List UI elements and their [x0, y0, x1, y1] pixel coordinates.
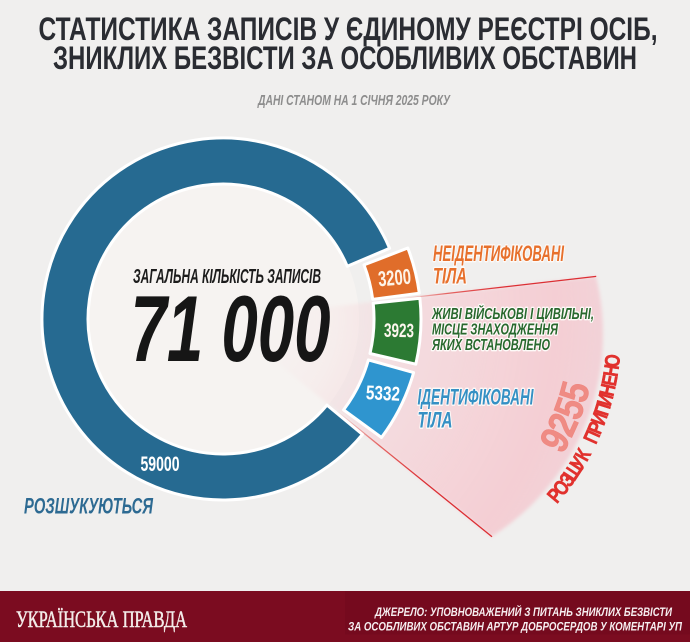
svg-text:ЗНИКЛИХ БЕЗВІСТИ ЗА ОСОБЛИВИХ: ЗНИКЛИХ БЕЗВІСТИ ЗА ОСОБЛИВИХ ОБСТАВИН [53, 40, 637, 76]
svg-text:ЖИВІ ВІЙСЬКОВІ І ЦИВІЛЬНІ,: ЖИВІ ВІЙСЬКОВІ І ЦИВІЛЬНІ, [431, 303, 594, 323]
svg-text:РОЗШУКУЮТЬСЯ: РОЗШУКУЮТЬСЯ [24, 494, 153, 519]
svg-text:Н: Н [599, 363, 624, 378]
svg-text:ЗАГАЛЬНА КІЛЬКІСТЬ ЗАПИСІВ: ЗАГАЛЬНА КІЛЬКІСТЬ ЗАПИСІВ [133, 266, 321, 288]
svg-text:ІДЕНТИФІКОВАНІ: ІДЕНТИФІКОВАНІ [418, 385, 535, 410]
svg-text:ДАНІ СТАНОМ НА 1 СІЧНЯ 2025 РО: ДАНІ СТАНОМ НА 1 СІЧНЯ 2025 РОКУ [257, 92, 452, 109]
svg-text:СТАТИСТИКА ЗАПИСІВ У ЄДИНОМУ Р: СТАТИСТИКА ЗАПИСІВ У ЄДИНОМУ РЕЄСТРІ ОСІ… [39, 11, 658, 47]
svg-text:О: О [600, 353, 625, 368]
svg-text:ДЖЕРЕЛО: УПОВНОВАЖЕНИЙ З ПИТАН: ДЖЕРЕЛО: УПОВНОВАЖЕНИЙ З ПИТАНЬ ЗНИКЛИХ … [374, 603, 672, 619]
svg-text:Е: Е [597, 373, 622, 388]
svg-text:ТІЛА: ТІЛА [433, 264, 467, 289]
svg-text:3200: 3200 [377, 265, 412, 292]
svg-text:МІСЦЕ ЗНАХОДЖЕННЯ: МІСЦЕ ЗНАХОДЖЕННЯ [432, 322, 558, 339]
svg-text:59000: 59000 [141, 453, 180, 476]
svg-text:НЕІДЕНТИФІКОВАНІ: НЕІДЕНТИФІКОВАНІ [433, 241, 565, 266]
svg-text:ТІЛА: ТІЛА [418, 408, 453, 433]
svg-text:71 000: 71 000 [131, 276, 331, 381]
svg-text:УКРАЇНСЬКА ПРАВДА: УКРАЇНСЬКА ПРАВДА [16, 607, 187, 632]
svg-text:3923: 3923 [384, 320, 414, 343]
svg-text:ЯКИХ ВСТАНОВЛЕНО: ЯКИХ ВСТАНОВЛЕНО [431, 337, 550, 354]
svg-text:5332: 5332 [365, 382, 400, 406]
svg-text:Н: Н [595, 381, 620, 398]
svg-text:ЗА ОСОБЛИВИХ ОБСТАВИН АРТУР ДО: ЗА ОСОБЛИВИХ ОБСТАВИН АРТУР ДОБРОСЕРДОВ … [348, 620, 682, 634]
